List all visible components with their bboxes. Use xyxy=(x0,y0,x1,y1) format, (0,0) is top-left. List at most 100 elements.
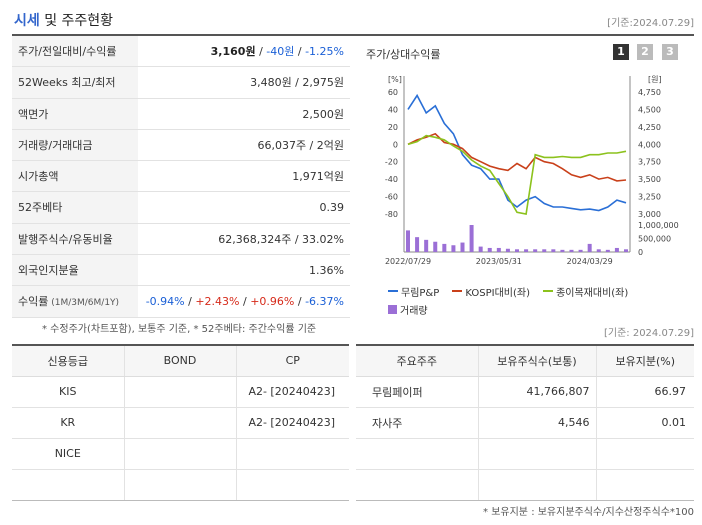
table-cell: A2- [20240423] xyxy=(235,407,349,439)
info-row-price: 주가/전일대비/수익률 3,160원 / -40원 / -1.25% xyxy=(12,36,350,68)
info-label: 52Weeks 최고/최저 xyxy=(12,67,138,98)
volume-bar xyxy=(605,249,610,252)
volume-bar xyxy=(451,245,456,252)
table-cell: 4,546 xyxy=(477,407,596,439)
volume-tick-label: 500,000 xyxy=(638,235,671,244)
volume-bar xyxy=(406,230,410,252)
legend-swatch xyxy=(388,304,397,314)
volume-bar xyxy=(460,242,465,252)
info-label: 52주베타 xyxy=(12,192,138,223)
legend-label: KOSPI대비(좌) xyxy=(465,287,530,299)
info-value: 1.36% xyxy=(309,264,344,278)
table-row: NICE xyxy=(12,438,349,470)
return-1y: -6.37% xyxy=(305,295,344,309)
section-title-sub: 및 주주현황 xyxy=(39,13,114,29)
right-tick-label: 4,250 xyxy=(638,123,661,132)
volume-bar xyxy=(478,246,483,252)
legend-item-kospi: KOSPI대비(좌) xyxy=(452,284,530,299)
table-cell xyxy=(595,469,694,501)
table-cell xyxy=(235,469,349,501)
table-row xyxy=(356,469,694,501)
column-header: 신용등급 xyxy=(12,344,124,377)
separator: / xyxy=(294,45,306,58)
legend-swatch xyxy=(452,290,463,292)
table-row xyxy=(12,469,349,501)
volume-bar xyxy=(505,248,510,252)
table-cell: 66.97 xyxy=(595,376,694,408)
right-tick-label: 4,750 xyxy=(638,88,661,97)
column-header: 주요주주 xyxy=(356,344,478,377)
volume-bar xyxy=(487,247,492,252)
table-cell xyxy=(356,438,478,470)
legend-label: 거래량 xyxy=(400,305,428,317)
info-row-52weeks: 52Weeks 최고/최저 3,480원 / 2,975원 xyxy=(12,67,350,99)
volume-bar xyxy=(442,243,447,252)
right-axis-unit: [원] xyxy=(648,75,662,84)
volume-bar xyxy=(578,249,583,252)
x-tick-label: 2022/07/29 xyxy=(385,257,431,266)
info-label: 시가총액 xyxy=(12,161,138,192)
legend-swatch xyxy=(388,290,398,292)
volume-bar xyxy=(533,249,538,252)
table-cell: KR xyxy=(12,407,124,439)
price-value: 3,160원 xyxy=(210,45,256,58)
table-row: 무림페이퍼 41,766,807 66.97 xyxy=(356,376,694,408)
volume-bar xyxy=(515,249,519,252)
legend-item-sector: 종이목재대비(좌) xyxy=(543,284,628,299)
chart-legend: 무림P&P KOSPI대비(좌) 종이목재대비(좌) 거래량 xyxy=(388,277,688,318)
table-row xyxy=(356,438,694,470)
column-header: 보유지분(%) xyxy=(595,344,694,377)
volume-bar xyxy=(469,225,474,252)
series-line-0 xyxy=(407,93,627,212)
table-cell xyxy=(477,438,596,470)
returns-label-periods: (1M/3M/6M/1Y) xyxy=(48,298,120,309)
series-line-1 xyxy=(407,132,627,182)
table-cell: 41,766,807 xyxy=(477,376,596,408)
info-label: 발행주식수/유동비율 xyxy=(12,223,138,255)
left-tick-label: -80 xyxy=(385,210,398,219)
chart-page-1-button[interactable]: 1 xyxy=(613,44,629,60)
info-value: 1,971억원 xyxy=(292,170,344,184)
table-cell: A2- [20240423] xyxy=(235,376,349,408)
volume-bar xyxy=(496,247,501,252)
table-cell xyxy=(123,376,236,408)
info-label: 수익률 (1M/3M/6M/1Y) xyxy=(12,286,138,317)
info-row-market-cap: 시가총액 1,971억원 xyxy=(12,161,350,193)
separator: / xyxy=(297,295,306,309)
table-cell xyxy=(123,438,236,470)
chart-page-2-button[interactable]: 2 xyxy=(637,44,653,60)
volume-bar xyxy=(524,249,529,252)
volume-bar xyxy=(614,247,619,252)
info-row-beta: 52주베타 0.39 xyxy=(12,192,350,224)
info-value: 62,368,324주 / 33.02% xyxy=(218,232,344,246)
section-title-main: 시세 xyxy=(14,13,40,29)
column-header: 보유주식수(보통) xyxy=(477,344,596,377)
volume-bar xyxy=(551,249,556,252)
table-cell xyxy=(123,469,236,501)
table-row: 자사주 4,546 0.01 xyxy=(356,407,694,439)
info-row-par-value: 액면가 2,500원 xyxy=(12,98,350,130)
column-header: BOND xyxy=(123,344,236,377)
info-value: -0.94% / +2.43% / +0.96% / -6.37% xyxy=(138,286,350,316)
table-cell: KIS xyxy=(12,376,124,408)
returns-label: 수익률 xyxy=(18,295,49,309)
chart-page-3-button[interactable]: 3 xyxy=(662,44,678,60)
info-row-volume: 거래량/거래대금 66,037주 / 2억원 xyxy=(12,129,350,162)
info-value: 0.39 xyxy=(319,201,345,215)
price-change: -40원 xyxy=(266,45,295,58)
return-6m: +0.96% xyxy=(250,295,295,309)
price-rate: -1.25% xyxy=(305,45,344,58)
legend-label: 무림P&P xyxy=(401,287,440,299)
separator: / xyxy=(243,295,251,309)
table-cell xyxy=(235,438,349,470)
table-cell: 0.01 xyxy=(595,407,694,439)
volume-bar xyxy=(542,249,547,252)
right-tick-label: 3,500 xyxy=(638,175,661,184)
left-tick-label: 0 xyxy=(393,140,398,149)
left-tick-label: 20 xyxy=(388,123,398,132)
table-cell xyxy=(12,469,124,501)
table-cell: 자사주 xyxy=(356,407,478,439)
table-cell: 무림페이퍼 xyxy=(356,376,478,408)
footnote-date: [기준: 2024.07.29] xyxy=(603,328,694,339)
table-header-row: 신용등급 BOND CP xyxy=(12,344,349,377)
